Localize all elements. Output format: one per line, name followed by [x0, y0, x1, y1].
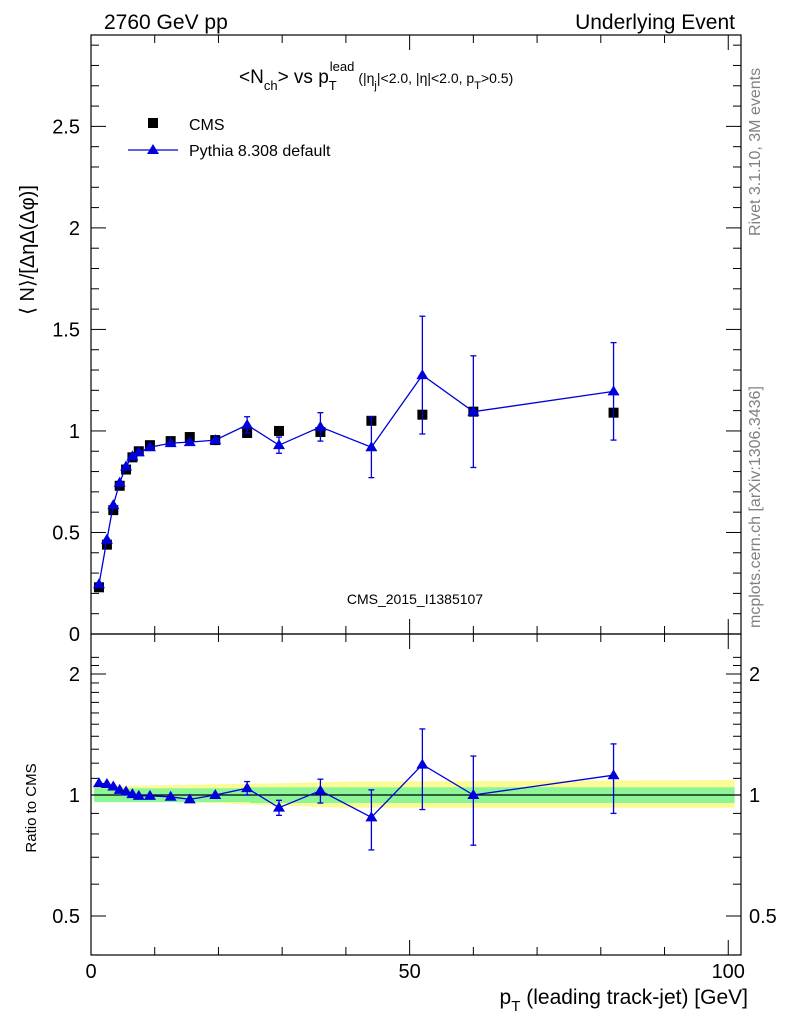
main-ytick-label: 2 — [69, 218, 80, 240]
xtick-label: 50 — [399, 961, 421, 983]
mc-point — [132, 446, 145, 457]
mc-point — [164, 437, 177, 448]
mc-point — [416, 369, 429, 380]
legend-mc-marker — [147, 144, 159, 154]
ratio-ytick-label: 1 — [69, 785, 80, 807]
ratio-mc-point — [132, 789, 145, 800]
cms-point — [273, 425, 284, 436]
mc-point — [272, 439, 285, 450]
ratio-mc-point — [607, 769, 620, 780]
legend-mc-label: Pythia 8.308 default — [189, 143, 331, 160]
mc-point — [365, 441, 378, 452]
analysis-id: CMS_2015_I1385107 — [347, 591, 483, 607]
ratio-mc-point — [164, 790, 177, 801]
ratio-ytick-label: 0.5 — [52, 906, 80, 928]
rivet-label: Rivet 3.1.10, 3M events — [747, 68, 764, 236]
ratio-mc-point — [92, 777, 105, 788]
header-left: 2760 GeV pp — [104, 11, 228, 34]
ratio-ylabel: Ratio to CMS — [23, 763, 40, 852]
mc-point — [107, 499, 120, 510]
ratio-mc-point — [241, 782, 254, 793]
mc-point — [143, 441, 156, 452]
mc-point — [126, 450, 139, 461]
ratio-ytick-label-right: 2 — [749, 664, 760, 686]
mc-point — [314, 420, 327, 431]
main-ytick-label: 0 — [69, 624, 80, 646]
mcplots-label: mcplots.cern.ch [arXiv:1306.3436] — [747, 386, 764, 628]
main-ylabel: ⟨ N⟩/[ΔηΔ(Δφ)] — [17, 185, 39, 315]
main-ytick-label: 1.5 — [52, 319, 80, 341]
xtick-label: 100 — [712, 961, 745, 983]
main-ytick-label: 0.5 — [52, 522, 80, 544]
legend-data-marker — [148, 118, 158, 128]
mc-point — [120, 460, 133, 471]
ratio-ytick-label: 2 — [69, 664, 80, 686]
ratio-mc-point — [120, 785, 133, 796]
ratio-panel: 0.5 0.5 1 1 2 2 0 50 100 — [52, 633, 777, 983]
mc-point — [209, 434, 222, 445]
ratio-mc-point — [314, 784, 327, 795]
xlabel: pT (leading track-jet) [GeV] — [500, 986, 748, 1015]
mc-point — [467, 405, 480, 416]
ratio-mc-point — [107, 780, 120, 791]
mc-point — [92, 578, 105, 589]
ratio-mc-point — [272, 801, 285, 812]
ratio-mc-point — [143, 789, 156, 800]
cms-point — [101, 539, 112, 550]
mc-point — [100, 533, 113, 544]
plot-title: <Nch> vs pTlead(|ηj|<2.0, |η|<2.0, pT>0.… — [239, 59, 513, 93]
mc-line — [98, 374, 614, 585]
ratio-mc-point — [416, 758, 429, 769]
cms-point — [108, 505, 119, 516]
mc-point — [113, 476, 126, 487]
ratio-mc-point — [183, 793, 196, 804]
ratio-ytick-label-right: 1 — [749, 785, 760, 807]
main-ytick-label: 2.5 — [52, 116, 80, 138]
ratio-mc-point — [209, 789, 222, 799]
legend-data-label: CMS — [189, 117, 225, 134]
mc-point — [183, 436, 196, 447]
ratio-mc-point — [365, 811, 378, 822]
ratio-mc-point — [467, 789, 480, 799]
mc-point — [607, 385, 620, 396]
ratio-mc-point — [100, 778, 113, 789]
ratio-ytick-label-right: 0.5 — [749, 906, 777, 928]
mc-point — [241, 418, 254, 429]
xtick-label: 0 — [85, 961, 96, 983]
main-ytick-label: 1 — [69, 421, 80, 443]
header-right: Underlying Event — [575, 11, 735, 34]
